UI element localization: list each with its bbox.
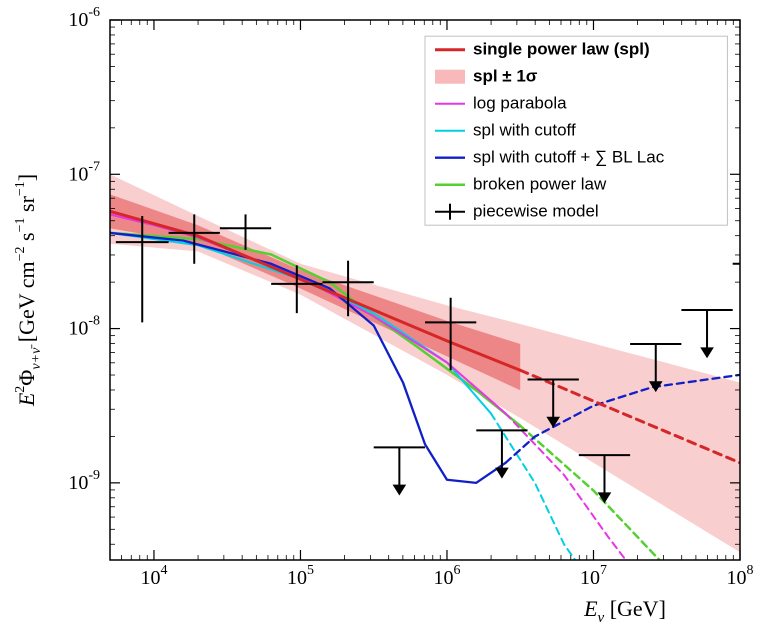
flux-spectrum-chart: 104 105 106 107 108 10-9 10-8 10-7 10-6 Eν [GeV] E… [0,0,764,641]
svg-text:108: 108 [727,563,754,589]
legend: single power law (spl) spl ± 1σ log parabo… [425,36,727,225]
svg-text:106: 106 [433,563,460,589]
legend-label: spl ± 1σ [473,67,538,86]
svg-text:107: 107 [580,563,607,589]
y-axis-label: E2Φν+ν̄ [GeV cm−2 s−1 sr−1] [13,174,44,407]
svg-text:104: 104 [140,563,167,589]
legend-label: spl with cutoff + ∑ BL Lac [473,148,665,167]
svg-text:105: 105 [287,563,314,589]
svg-text:10-6: 10-6 [68,5,100,31]
legend-label: log parabola [473,94,567,113]
svg-text:10-9: 10-9 [68,468,100,494]
legend-label: single power law (spl) [473,40,650,59]
svg-text:10-7: 10-7 [68,159,100,185]
x-axis-label: Eν [GeV] [583,596,666,626]
legend-label: piecewise model [473,202,599,221]
legend-label: spl with cutoff [473,121,576,140]
legend-label: broken power law [473,175,607,194]
svg-text:10-8: 10-8 [68,314,100,340]
